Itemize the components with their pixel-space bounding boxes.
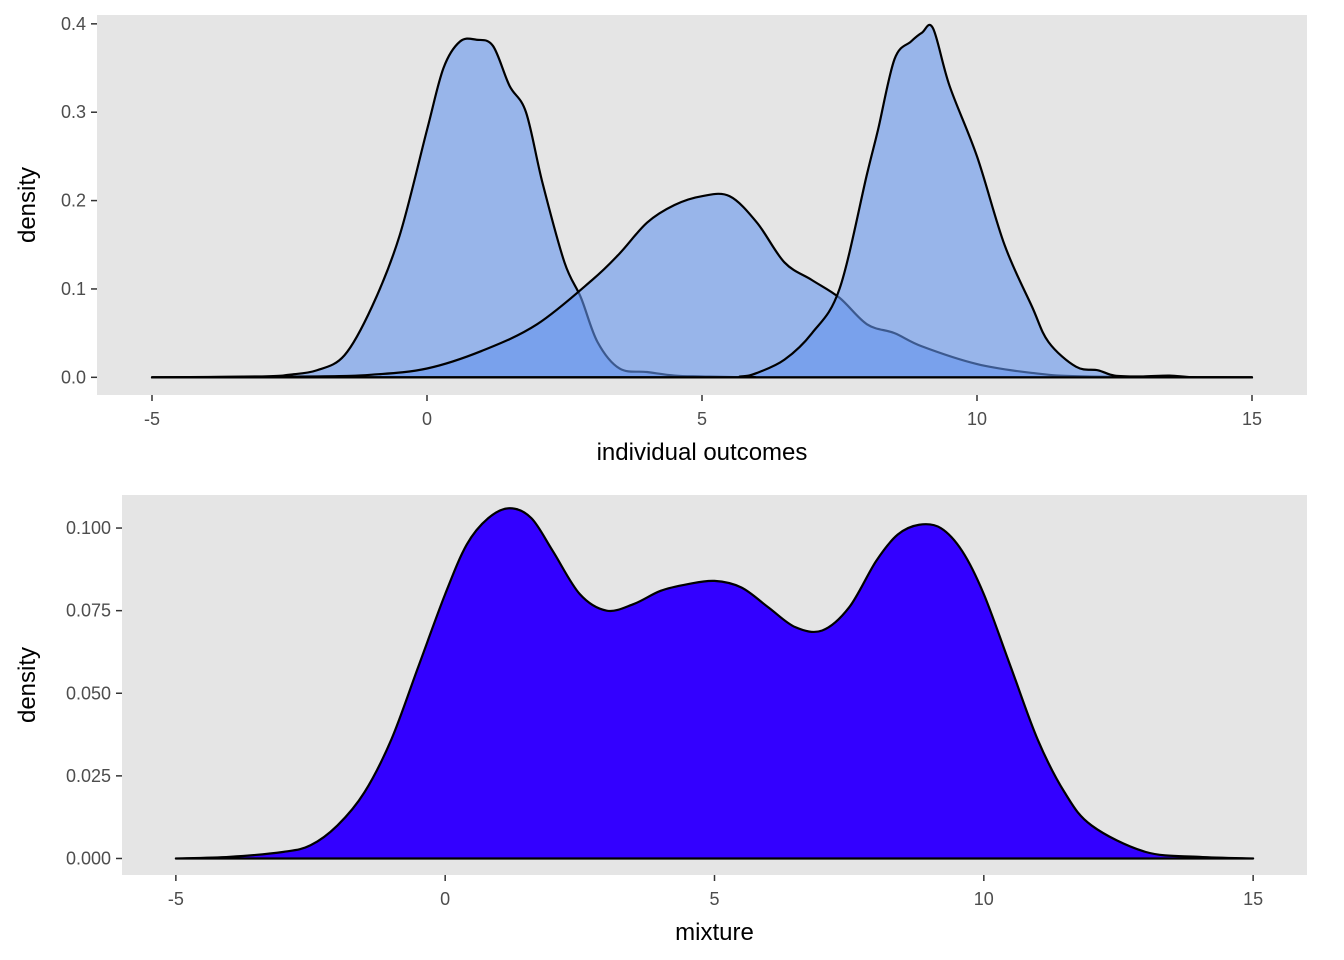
- chart-panel-1: -5 0 5 10 15 0.0 0.1 0.2 0.3 0.4 individual outcom…: [14, 14, 1307, 466]
- y-tick-label: 0.000: [66, 848, 111, 868]
- x-tick-label: 15: [1242, 409, 1262, 429]
- x-tick-label: 0: [422, 409, 432, 429]
- x-axis-title: individual outcomes: [597, 439, 808, 466]
- y-tick-label: 0.3: [61, 102, 86, 122]
- x-tick-label: 5: [697, 409, 707, 429]
- y-tick-label: 0.1: [61, 279, 86, 299]
- x-tick-label: 5: [709, 889, 719, 909]
- density-area-2: [152, 193, 1252, 378]
- y-axis-title: density: [14, 647, 41, 723]
- x-tick-label: 15: [1243, 889, 1263, 909]
- x-tick-label: 10: [974, 889, 994, 909]
- y-tick-label: 0.4: [61, 14, 86, 34]
- y-tick-label: 0.0: [61, 367, 86, 387]
- x-tick-label: 0: [440, 889, 450, 909]
- y-tick-label: 0.2: [61, 191, 86, 211]
- density-outline-3: [150, 23, 1254, 379]
- x-tick-label: 10: [967, 409, 987, 429]
- x-axis-title: mixture: [675, 919, 754, 946]
- chart-panel-2: -5 0 5 10 15 0.000 0.025 0.050 0.075 0.100 mixture…: [14, 495, 1307, 946]
- density-series-group: [174, 507, 1255, 860]
- y-tick-label: 0.100: [66, 518, 111, 538]
- density-area-3: [152, 24, 1252, 378]
- density-area-1: [152, 38, 1252, 378]
- x-tick-label: -5: [168, 889, 184, 909]
- density-outline-1: [174, 507, 1255, 860]
- density-series-group: [150, 23, 1254, 379]
- y-axis-title: density: [14, 167, 41, 243]
- x-tick-label: -5: [144, 409, 160, 429]
- y-tick-label: 0.025: [66, 766, 111, 786]
- y-tick-label: 0.050: [66, 683, 111, 703]
- y-tick-label: 0.075: [66, 601, 111, 621]
